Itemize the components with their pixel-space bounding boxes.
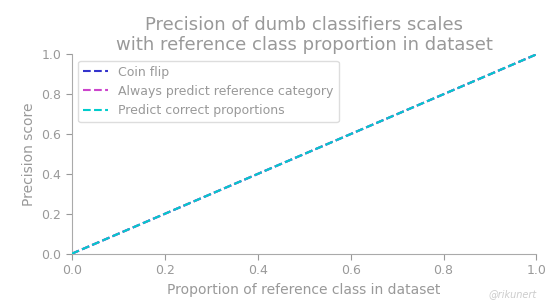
Line: Predict correct proportions: Predict correct proportions — [72, 54, 536, 254]
Line: Coin flip: Coin flip — [72, 54, 536, 254]
Coin flip — [292, 156, 299, 160]
Coin flip — [320, 144, 327, 148]
Legend: Coin flip, Always predict reference category, Predict correct proportions: Coin flip, Always predict reference cate… — [78, 61, 338, 122]
Predict correct proportions — [292, 156, 299, 160]
Text: @rikunert: @rikunert — [488, 289, 536, 299]
Always predict reference category — [449, 88, 456, 92]
Coin flip — [289, 157, 296, 161]
Predict correct proportions — [69, 252, 75, 255]
Always predict reference category — [533, 53, 540, 56]
Coin flip — [345, 133, 352, 137]
Predict correct proportions — [449, 88, 456, 92]
Predict correct proportions — [533, 53, 540, 56]
Always predict reference category — [345, 133, 352, 137]
Coin flip — [533, 53, 540, 56]
Line: Always predict reference category: Always predict reference category — [72, 54, 536, 254]
Always predict reference category — [320, 144, 327, 148]
Y-axis label: Precision score: Precision score — [22, 102, 36, 206]
X-axis label: Proportion of reference class in dataset: Proportion of reference class in dataset — [168, 283, 441, 297]
Always predict reference category — [289, 157, 296, 161]
Coin flip — [522, 57, 529, 61]
Predict correct proportions — [289, 157, 296, 161]
Always predict reference category — [522, 57, 529, 61]
Coin flip — [69, 252, 75, 255]
Always predict reference category — [69, 252, 75, 255]
Always predict reference category — [292, 156, 299, 160]
Predict correct proportions — [345, 133, 352, 137]
Coin flip — [449, 88, 456, 92]
Predict correct proportions — [522, 57, 529, 61]
Predict correct proportions — [320, 144, 327, 148]
Title: Precision of dumb classifiers scales
with reference class proportion in dataset: Precision of dumb classifiers scales wit… — [116, 16, 493, 54]
